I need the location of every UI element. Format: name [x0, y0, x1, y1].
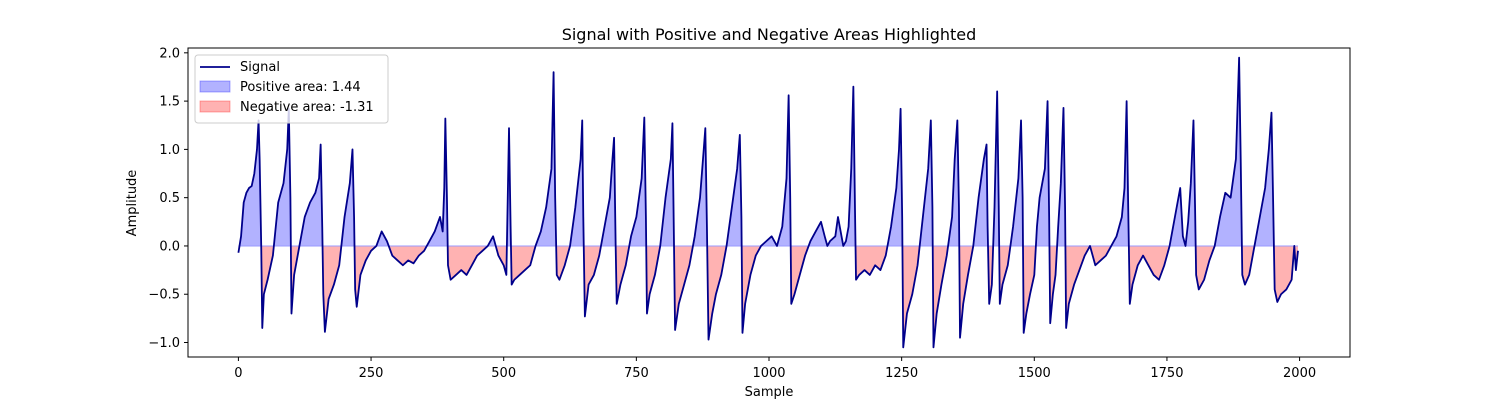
y-tick-label: 1.0 [159, 143, 180, 158]
x-tick-label: 750 [624, 366, 649, 381]
y-tick-label: 0.5 [159, 191, 180, 206]
x-tick-label: 2000 [1283, 366, 1316, 381]
x-tick-label: 1000 [752, 366, 785, 381]
legend-positive-swatch [199, 80, 231, 93]
legend-signal-label: Signal [240, 60, 280, 75]
legend-negative-swatch [199, 100, 231, 113]
x-axis-ticks: 0 250 500 750 1000 1250 1500 1750 2000 [234, 357, 1316, 381]
x-tick-label: 1500 [1018, 366, 1051, 381]
y-tick-label: 2.0 [159, 46, 180, 61]
legend-box [194, 54, 389, 124]
legend-positive-label: Positive area: 1.44 [240, 80, 361, 95]
x-tick-label: 500 [491, 366, 516, 381]
y-axis-label: Amplitude [125, 170, 140, 237]
x-tick-label: 0 [234, 366, 242, 381]
y-axis-ticks: −1.0 −0.5 0.0 0.5 1.0 1.5 2.0 [148, 46, 188, 351]
legend: Signal Positive area: 1.44 Negative area… [194, 54, 389, 124]
y-tick-label: 1.5 [159, 95, 180, 110]
plot-area [237, 56, 1299, 349]
x-axis-label: Sample [745, 385, 794, 400]
positive-area-fill [238, 57, 1298, 246]
negative-area-fill [238, 245, 1298, 348]
y-tick-label: 0.0 [159, 239, 180, 254]
x-tick-label: 1750 [1150, 366, 1183, 381]
signal-line [237, 56, 1299, 349]
y-tick-label: −0.5 [148, 288, 180, 303]
x-tick-label: 1250 [885, 366, 918, 381]
y-tick-label: −1.0 [148, 336, 180, 351]
x-tick-label: 250 [359, 366, 384, 381]
area-fills [238, 57, 1298, 348]
chart-title: Signal with Positive and Negative Areas … [562, 25, 977, 44]
legend-negative-label: Negative area: -1.31 [240, 100, 374, 115]
